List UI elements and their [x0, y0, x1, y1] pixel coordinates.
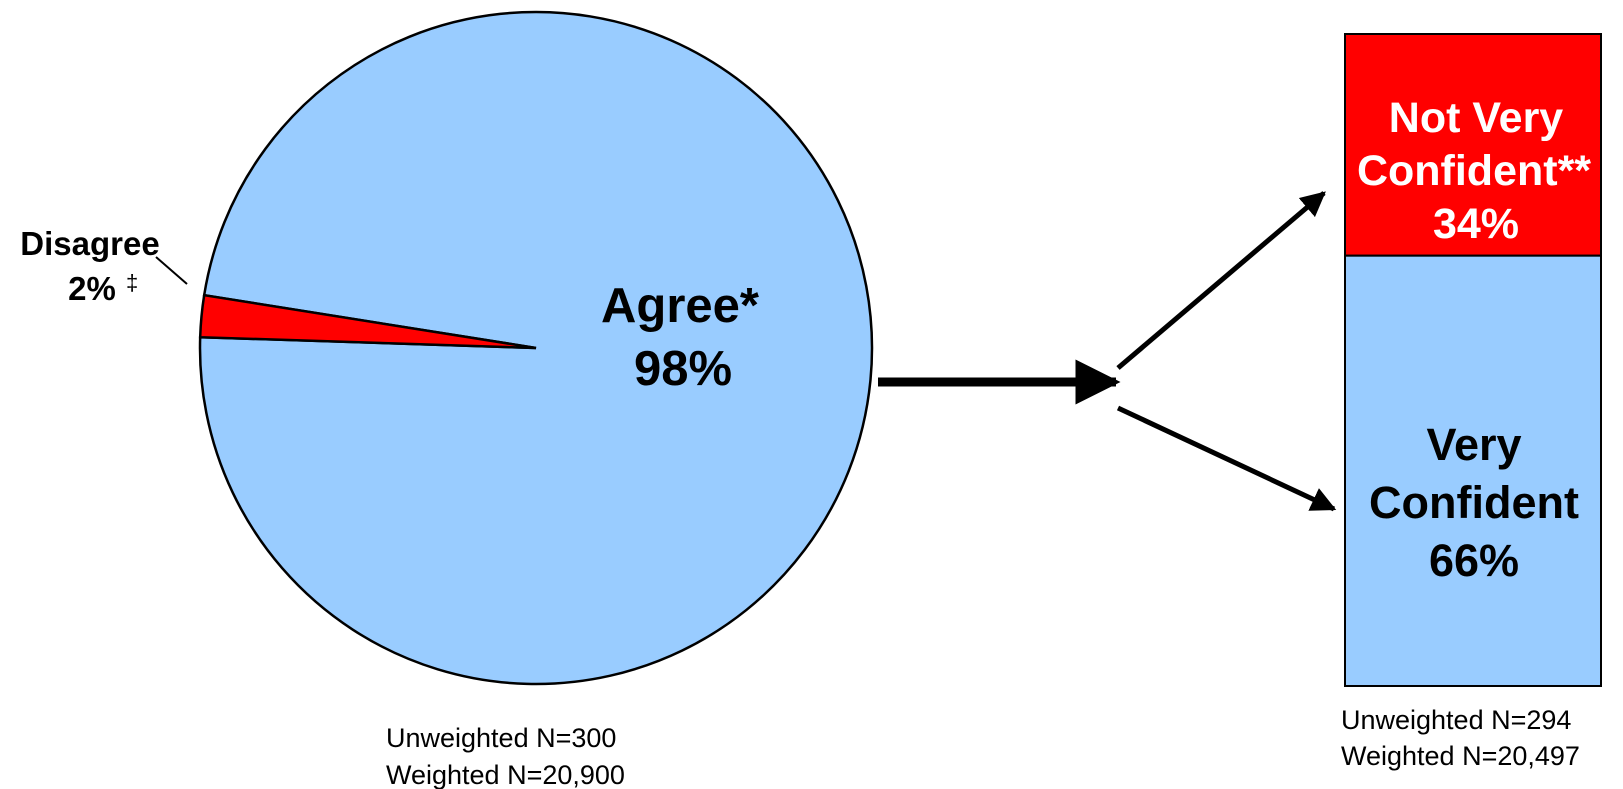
- agree-value-label: 98%: [634, 342, 732, 396]
- not-very-confident-label-line2: Confident**: [1357, 147, 1591, 195]
- lower-arrow: [1116, 405, 1337, 512]
- upper-arrow: [1116, 191, 1326, 370]
- very-confident-value-label: 66%: [1429, 535, 1519, 586]
- pie-chart: [198, 10, 874, 686]
- disagree-label: Disagree: [20, 225, 159, 262]
- bar-unweighted-n: Unweighted N=294: [1341, 705, 1571, 735]
- stacked-bar: [1344, 33, 1602, 687]
- pie-slice-disagree: [198, 293, 537, 350]
- disagree-value-label: 2%: [68, 270, 116, 307]
- agree-label: Agree*: [601, 279, 760, 333]
- not-very-confident-label-line1: Not Very: [1389, 94, 1564, 142]
- disagree-marker: ‡: [126, 270, 138, 295]
- bar-weighted-n: Weighted N=20,497: [1341, 741, 1580, 771]
- bar-segment-very-confident: [1344, 254, 1602, 687]
- pie-weighted-n: Weighted N=20,900: [386, 760, 625, 789]
- very-confident-label-line1: Very: [1426, 419, 1521, 470]
- disagree-leader-line: [155, 256, 188, 285]
- not-very-confident-value-label: 34%: [1433, 200, 1519, 248]
- very-confident-label-line2: Confident: [1369, 477, 1579, 528]
- pie-unweighted-n: Unweighted N=300: [386, 723, 616, 753]
